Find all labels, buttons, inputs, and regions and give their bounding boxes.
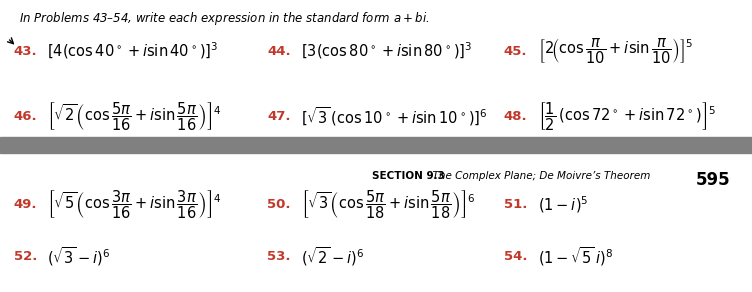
Text: $(\sqrt{3}-i)^6$: $(\sqrt{3}-i)^6$	[47, 246, 111, 268]
Text: $(\sqrt{2}-i)^6$: $(\sqrt{2}-i)^6$	[301, 246, 364, 268]
Text: $(1-\sqrt{5}\,i)^8$: $(1-\sqrt{5}\,i)^8$	[538, 246, 613, 268]
Text: $[\sqrt{3}\,(\cos 10^\circ + i\sin 10^\circ)]^6$: $[\sqrt{3}\,(\cos 10^\circ + i\sin 10^\c…	[301, 105, 487, 128]
Text: The Complex Plane; De Moivre’s Theorem: The Complex Plane; De Moivre’s Theorem	[426, 171, 650, 181]
Text: 48.: 48.	[504, 110, 527, 123]
Text: In Problems 43–54, write each expression in the standard form $a + bi$.: In Problems 43–54, write each expression…	[19, 10, 429, 27]
Text: 595: 595	[696, 171, 730, 189]
Text: 44.: 44.	[267, 45, 290, 58]
Text: $[4(\cos 40^\circ + i\sin 40^\circ)]^3$: $[4(\cos 40^\circ + i\sin 40^\circ)]^3$	[47, 41, 219, 61]
Text: 45.: 45.	[504, 45, 527, 58]
Text: 43.: 43.	[14, 45, 37, 58]
Text: $\left[\sqrt{2}\left(\cos\dfrac{5\pi}{16} + i\sin\dfrac{5\pi}{16}\right)\right]^: $\left[\sqrt{2}\left(\cos\dfrac{5\pi}{16…	[47, 100, 221, 133]
Text: SECTION 9.3: SECTION 9.3	[372, 171, 445, 181]
Text: $\left[2\!\left(\cos\dfrac{\pi}{10} + i\sin\dfrac{\pi}{10}\right)\right]^5$: $\left[2\!\left(\cos\dfrac{\pi}{10} + i\…	[538, 36, 693, 66]
Text: 46.: 46.	[14, 110, 37, 123]
Text: $(1-i)^5$: $(1-i)^5$	[538, 194, 588, 215]
Text: 51.: 51.	[504, 198, 527, 211]
Text: 52.: 52.	[14, 251, 37, 263]
Text: $\left[\sqrt{3}\left(\cos\dfrac{5\pi}{18} + i\sin\dfrac{5\pi}{18}\right)\right]^: $\left[\sqrt{3}\left(\cos\dfrac{5\pi}{18…	[301, 188, 475, 221]
Text: 47.: 47.	[267, 110, 290, 123]
Bar	[0, 137, 752, 153]
Text: $\left[\sqrt{5}\left(\cos\dfrac{3\pi}{16} + i\sin\dfrac{3\pi}{16}\right)\right]^: $\left[\sqrt{5}\left(\cos\dfrac{3\pi}{16…	[47, 188, 221, 221]
Text: $\left[\dfrac{1}{2}\,(\cos 72^\circ + i\sin 72^\circ)\right]^5$: $\left[\dfrac{1}{2}\,(\cos 72^\circ + i\…	[538, 100, 716, 133]
Text: 54.: 54.	[504, 251, 527, 263]
Text: $[3(\cos 80^\circ + i\sin 80^\circ)]^3$: $[3(\cos 80^\circ + i\sin 80^\circ)]^3$	[301, 41, 472, 61]
Text: 50.: 50.	[267, 198, 290, 211]
Text: 53.: 53.	[267, 251, 290, 263]
Text: 49.: 49.	[14, 198, 37, 211]
